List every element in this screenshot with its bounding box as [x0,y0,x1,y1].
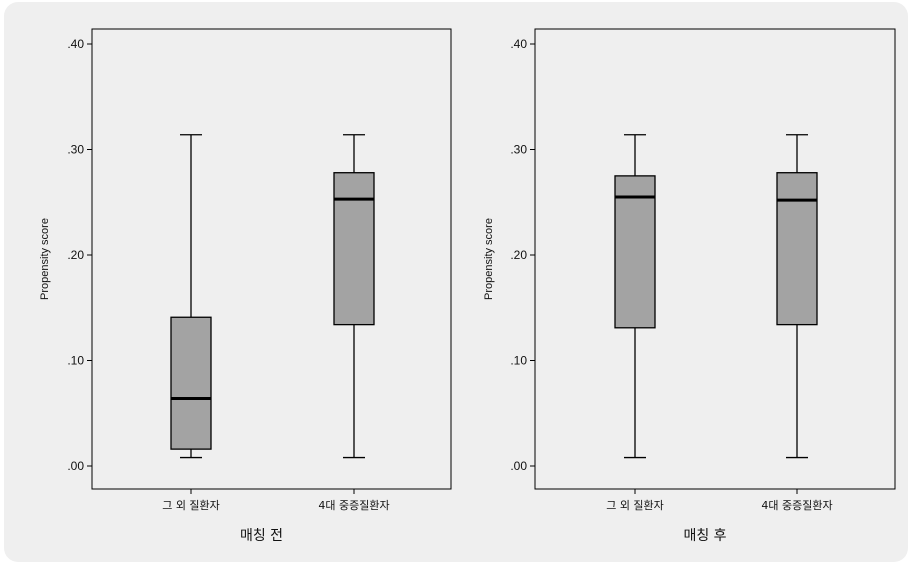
figure-panel: .00 .10 .20 .30 .40 그 외 질환자 4대 중증질환자 Propensity… [4,2,908,562]
plot-frame-2 [534,28,896,490]
box-iqr [614,175,656,329]
y-tick-label: .40 [67,37,84,51]
y-axis-label: Propensity score [39,218,51,300]
y-tick-label: .00 [67,459,84,473]
box-iqr [170,316,212,450]
x-axis-label: 매칭 후 [683,528,726,544]
x-category-label: 그 외 질환자 [606,499,664,512]
box-plot-chart: .00 .10 .20 .30 .40 그 외 질환자 4대 중증질환자 Propensity… [39,28,896,544]
y-tick-label: .20 [510,248,527,262]
y-tick-label: .10 [510,354,527,368]
y-axis-label: Propensity score [483,218,495,300]
box-iqr [333,172,375,326]
y-tick-label: .30 [510,143,527,157]
y-tick-label: .20 [67,248,84,262]
x-category-label: 그 외 질환자 [162,499,220,512]
y-tick-label: .40 [510,37,527,51]
x-category-label: 4대 중증질환자 [761,499,832,512]
x-category-label: 4대 중증질환자 [318,499,389,512]
x-axis-label: 매칭 전 [240,528,283,544]
plot-frame-1 [91,28,452,490]
y-tick-label: .10 [67,354,84,368]
y-tick-label: .30 [67,143,84,157]
box-iqr [776,172,818,326]
y-tick-label: .00 [510,459,527,473]
